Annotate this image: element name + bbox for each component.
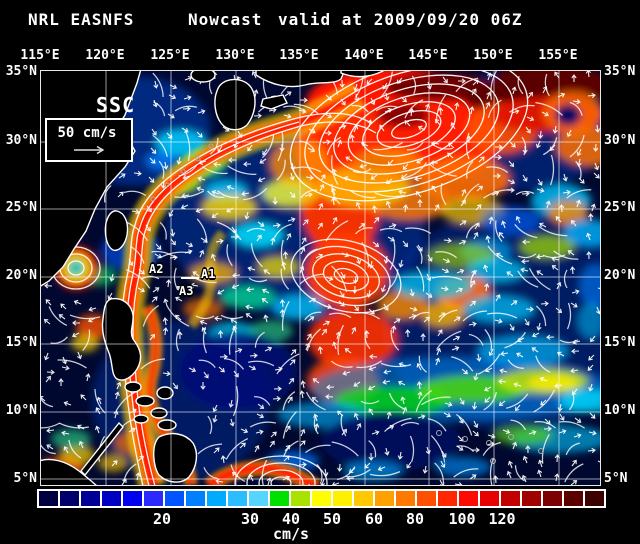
colorbar-cell: [291, 491, 310, 506]
colorbar-tick-50: 50: [322, 510, 342, 528]
reference-arrow-icon: [74, 145, 105, 155]
lat-right-20n: 20°N: [604, 268, 636, 283]
lon-tick-130e: 130°E: [215, 48, 255, 63]
samar: [156, 386, 174, 400]
colorbar-cell: [312, 491, 331, 506]
lat-right-25n: 25°N: [604, 200, 636, 215]
lat-left-15n: 15°N: [5, 335, 37, 350]
colorbar-cell: [186, 491, 205, 506]
colorbar-cell: [123, 491, 142, 506]
colorbar-cell: [228, 491, 247, 506]
ocean-current-field: [41, 71, 600, 485]
lon-tick-145e: 145°E: [408, 48, 448, 63]
colorbar-cell: [564, 491, 583, 506]
valid-time: valid at 2009/09/20 06Z: [278, 10, 523, 29]
colorbar-tick-30: 30: [240, 510, 260, 528]
lon-tick-155e: 155°E: [538, 48, 578, 63]
colorbar-cell: [333, 491, 352, 506]
product-title: NRL EASNFS: [28, 10, 135, 29]
lat-right-30n: 30°N: [604, 133, 636, 148]
lat-left-30n: 30°N: [5, 133, 37, 148]
small-islands: [150, 143, 544, 464]
lon-tick-150e: 150°E: [473, 48, 513, 63]
colorbar-cell: [522, 491, 541, 506]
lon-tick-115e: 115°E: [20, 48, 60, 63]
colorbar-cell: [249, 491, 268, 506]
colorbar-cell: [165, 491, 184, 506]
visayas-1: [135, 395, 155, 407]
graticule: [41, 71, 600, 485]
colorbar-cell: [375, 491, 394, 506]
honshu-east: [340, 71, 384, 78]
colorbar-tick-40: 40: [281, 510, 301, 528]
current-field-plot: SSC 50 cm/s A2 A1 A3: [41, 71, 600, 485]
colorbar-cell: [270, 491, 289, 506]
colorbar-cell: [480, 491, 499, 506]
field-name-label: SSC: [96, 93, 136, 117]
colorbar-cell: [459, 491, 478, 506]
luzon: [101, 297, 142, 381]
colorbar-cell: [585, 491, 604, 506]
colorbar-cell: [39, 491, 58, 506]
colorbar-cell: [354, 491, 373, 506]
mindoro: [124, 381, 142, 393]
current-arrows: [41, 71, 600, 485]
taiwan: [104, 210, 129, 252]
colorbar-cell: [81, 491, 100, 506]
colorbar-cell: [207, 491, 226, 506]
colorbar-tick-120: 120: [488, 510, 516, 528]
station-a1-tick: [181, 277, 199, 279]
korea: [190, 71, 216, 83]
speed-colorbar: [37, 489, 606, 508]
mode-title: Nowcast: [188, 10, 263, 29]
lat-right-15n: 15°N: [604, 335, 636, 350]
station-marker-a1: A1: [201, 267, 216, 281]
lon-tick-140e: 140°E: [344, 48, 384, 63]
lat-right-35n: 35°N: [604, 64, 636, 79]
colorbar-tick-100: 100: [448, 510, 476, 528]
colorbar-cell: [396, 491, 415, 506]
colorbar-cell: [102, 491, 121, 506]
lat-left-5n: 5°N: [13, 471, 37, 486]
station-marker-a2: A2: [149, 262, 164, 276]
colorbar-cell: [144, 491, 163, 506]
lat-right-10n: 10°N: [604, 403, 636, 418]
mindanao: [153, 432, 198, 483]
lon-tick-120e: 120°E: [85, 48, 125, 63]
colorbar-tick-80: 80: [405, 510, 425, 528]
lat-right-5n: 5°N: [604, 471, 628, 486]
station-marker-a3: A3: [179, 284, 194, 298]
visayas-2: [150, 407, 168, 419]
reference-vector-box: [45, 118, 133, 162]
colorbar-tick-20: 20: [152, 510, 172, 528]
lat-left-25n: 25°N: [5, 200, 37, 215]
colorbar-cell: [501, 491, 520, 506]
colorbar-tick-60: 60: [364, 510, 384, 528]
colorbar-cell: [438, 491, 457, 506]
reference-vector-label: 50 cm/s: [57, 125, 117, 141]
current-map: SSC 50 cm/s A2 A1 A3: [40, 70, 601, 486]
shikoku: [260, 94, 288, 110]
lon-tick-135e: 135°E: [279, 48, 319, 63]
visayas-3: [133, 414, 149, 424]
colorbar-cell: [417, 491, 436, 506]
colorbar-cell: [543, 491, 562, 506]
lon-tick-125e: 125°E: [150, 48, 190, 63]
colorbar-cell: [60, 491, 79, 506]
lat-left-10n: 10°N: [5, 403, 37, 418]
kyushu: [214, 78, 256, 131]
visayas-4: [157, 419, 177, 431]
lat-left-20n: 20°N: [5, 268, 37, 283]
colorbar-unit-label: cm/s: [272, 525, 310, 543]
lat-left-35n: 35°N: [5, 64, 37, 79]
